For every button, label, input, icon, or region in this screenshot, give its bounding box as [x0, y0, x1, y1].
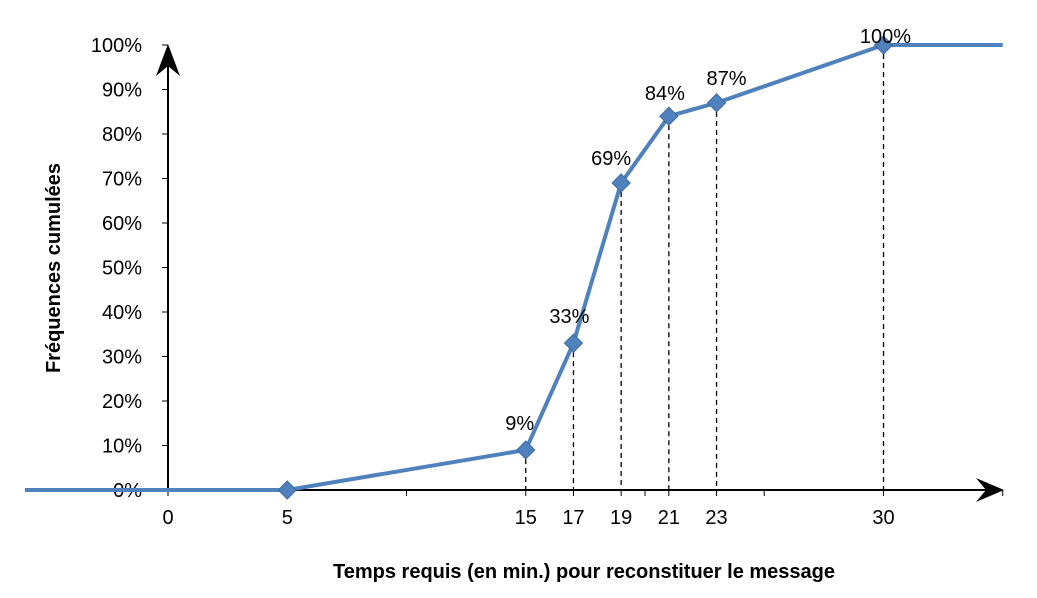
x-tick-label-7: 30 — [872, 507, 894, 529]
data-point-0 — [277, 480, 297, 500]
y-axis-arrow — [156, 44, 180, 76]
data-point-5 — [706, 93, 727, 113]
x-tick-label-5: 21 — [658, 507, 680, 529]
x-tick-label-4: 19 — [610, 507, 632, 529]
y-tick-label-5: 50% — [102, 258, 142, 280]
data-label-6: 100% — [860, 26, 911, 48]
y-tick-label-3: 30% — [102, 347, 142, 369]
dashed-droplines — [525, 45, 885, 490]
y-tick-label-7: 70% — [102, 169, 142, 191]
x-tick-label-2: 15 — [515, 507, 537, 529]
data-label-1: 9% — [505, 413, 534, 435]
x-tick-label-3: 17 — [562, 507, 584, 529]
x-tick-labels: 0 5 15 17 19 21 23 30 — [162, 507, 894, 529]
data-point-3 — [611, 173, 631, 193]
y-axis-title: Fréquences cumulées — [43, 163, 65, 373]
data-point-2 — [563, 333, 584, 353]
x-axis-title: Temps requis (en min.) pour reconstituer… — [333, 561, 835, 583]
y-tick-label-9: 90% — [102, 80, 142, 102]
x-axis — [167, 478, 1004, 502]
data-point-1 — [516, 440, 536, 460]
data-label-2: 33% — [549, 306, 589, 328]
data-labels: 9% 33% 69% 84% 87% 100% — [505, 26, 911, 435]
data-point-6 — [873, 35, 894, 55]
x-axis-arrow — [976, 478, 1004, 502]
data-label-3: 69% — [591, 148, 631, 170]
y-tick-label-8: 80% — [102, 124, 142, 146]
y-tick-label-4: 40% — [102, 302, 142, 324]
y-axis — [156, 44, 180, 491]
x-tick-label-1: 5 — [282, 507, 293, 529]
y-tick-label-1: 10% — [102, 436, 142, 458]
x-tick-label-6: 23 — [705, 507, 727, 529]
y-tick-label-10: 100% — [91, 35, 142, 57]
data-label-4: 84% — [645, 83, 685, 105]
data-point-4 — [659, 106, 679, 126]
y-tick-label-6: 60% — [102, 213, 142, 235]
y-tick-label-2: 20% — [102, 391, 142, 413]
data-markers — [277, 35, 894, 500]
data-label-5: 87% — [707, 68, 747, 90]
y-tick-labels: 0%10%20%30%40%50%60%70%80%90%100% — [91, 35, 142, 502]
x-tick-label-0: 0 — [162, 507, 173, 529]
